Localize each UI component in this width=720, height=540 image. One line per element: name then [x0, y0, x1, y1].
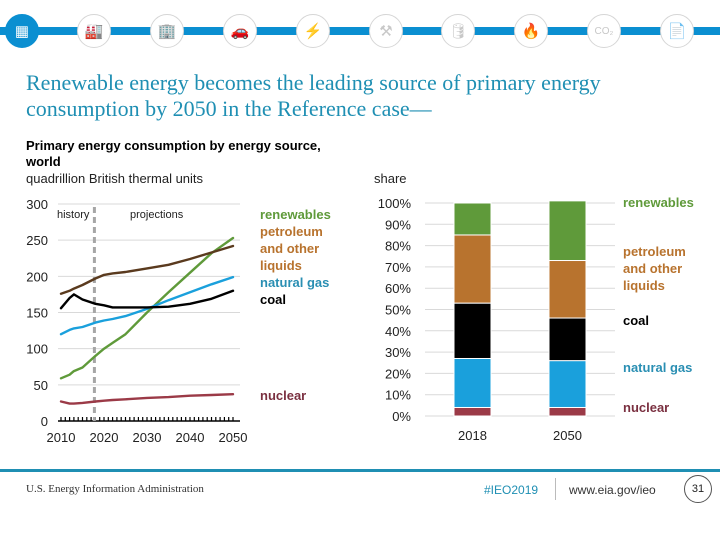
- buildings-icon[interactable]: 🏢: [150, 14, 184, 48]
- slide-headline: Renewable energy becomes the leading sou…: [26, 70, 601, 121]
- overview-icon[interactable]: ▦: [5, 14, 39, 48]
- transportation-icon[interactable]: 🚗: [223, 14, 257, 48]
- share-axis-title: share: [374, 171, 407, 186]
- footer-divider: [555, 478, 556, 500]
- x-tick-label: 2010: [47, 430, 76, 445]
- y-tick-label: 100: [26, 342, 48, 357]
- section-nav-bar: ▦ 🏭 🏢 🚗 ⚡ ⚒ 🛢 🔥 CO₂ 📄: [0, 14, 720, 48]
- label-petroleum: petroleum and other liquids: [260, 224, 323, 273]
- y-tick-label: 250: [26, 233, 48, 248]
- label-natural-gas: natural gas: [260, 275, 330, 290]
- bar-segment-coal: [453, 302, 492, 359]
- coal-mining-icon[interactable]: ⚒: [369, 14, 403, 48]
- x-tick-label: 2050: [219, 430, 248, 445]
- co2-emissions-icon[interactable]: CO₂: [587, 14, 621, 48]
- footer-url-link[interactable]: www.eia.gov/ieo: [569, 483, 656, 497]
- share-tick-label: 60%: [385, 281, 411, 296]
- y-tick-label: 0: [41, 414, 48, 429]
- x-tick-label: 2020: [90, 430, 119, 445]
- footer-hashtag[interactable]: #IEO2019: [484, 483, 539, 497]
- share-tick-label: 0%: [392, 409, 411, 424]
- share-label-petroleum: petroleum and other liquids: [623, 244, 686, 293]
- share-tick-label: 40%: [385, 324, 411, 339]
- share-label-natural-gas: natural gas: [623, 360, 693, 375]
- y-tick-label: 50: [34, 378, 48, 393]
- charts-canvas: 0 50 100 150 200 250 300 2010 2020 2030 2040 2050 hi…: [26, 196, 615, 445]
- series-line-coal: [59, 289, 235, 310]
- bar-segment-petroleum: [548, 260, 587, 319]
- bar-segment-renewables: [453, 202, 492, 236]
- y-tick-label: 300: [26, 197, 48, 212]
- series-line-petroleum-line: [59, 244, 235, 295]
- x-tick-label: 2040: [176, 430, 205, 445]
- documents-icon[interactable]: 📄: [660, 14, 694, 48]
- y-tick-label: 150: [26, 306, 48, 321]
- share-tick-label: 100%: [378, 196, 412, 211]
- nav-band: [0, 27, 720, 35]
- share-tick-label: 10%: [385, 388, 411, 403]
- share-tick-label: 20%: [385, 366, 411, 381]
- bar-segment-renewables: [548, 200, 587, 262]
- series-line-natural-gas: [59, 275, 235, 336]
- bar-category-label: 2018: [458, 428, 487, 443]
- label-coal: coal: [260, 292, 287, 307]
- industry-icon[interactable]: 🏭: [77, 14, 111, 48]
- share-tick-label: 50%: [385, 303, 411, 318]
- label-renewables: renewables: [260, 207, 331, 222]
- y-tick-label: 200: [26, 269, 48, 284]
- bar-segment-nuclear: [453, 406, 492, 417]
- share-tick-label: 70%: [385, 260, 411, 275]
- history-annotation: history: [57, 209, 90, 221]
- bar-segment-coal: [548, 317, 587, 362]
- share-tick-label: 90%: [385, 217, 411, 232]
- footer-rule: [0, 469, 720, 472]
- x-tick-label: 2030: [133, 430, 162, 445]
- natural-gas-flame-icon[interactable]: 🔥: [514, 14, 548, 48]
- share-label-renewables: renewables: [623, 195, 694, 210]
- bar-segment-natural-gas: [453, 357, 492, 408]
- page-number: 31: [684, 475, 712, 503]
- bar-category-label: 2050: [553, 428, 582, 443]
- bar-segment-nuclear: [548, 406, 587, 417]
- share-tick-label: 30%: [385, 345, 411, 360]
- chart-title: Primary energy consumption by energy sou…: [26, 138, 321, 169]
- bar-segment-petroleum: [453, 234, 492, 304]
- chart-units: quadrillion British thermal units: [26, 171, 204, 186]
- series-line-renewables: [59, 236, 235, 380]
- bar-segment-natural-gas: [548, 360, 587, 408]
- projections-annotation: projections: [130, 209, 184, 221]
- share-label-coal: coal: [623, 313, 650, 328]
- electricity-icon[interactable]: ⚡: [296, 14, 330, 48]
- label-nuclear: nuclear: [260, 388, 307, 403]
- petroleum-barrel-icon[interactable]: 🛢: [441, 14, 475, 48]
- series-line-nuclear: [59, 393, 235, 405]
- share-tick-label: 80%: [385, 239, 411, 254]
- share-label-nuclear: nuclear: [623, 400, 670, 415]
- footer-source: U.S. Energy Information Administration: [26, 483, 204, 495]
